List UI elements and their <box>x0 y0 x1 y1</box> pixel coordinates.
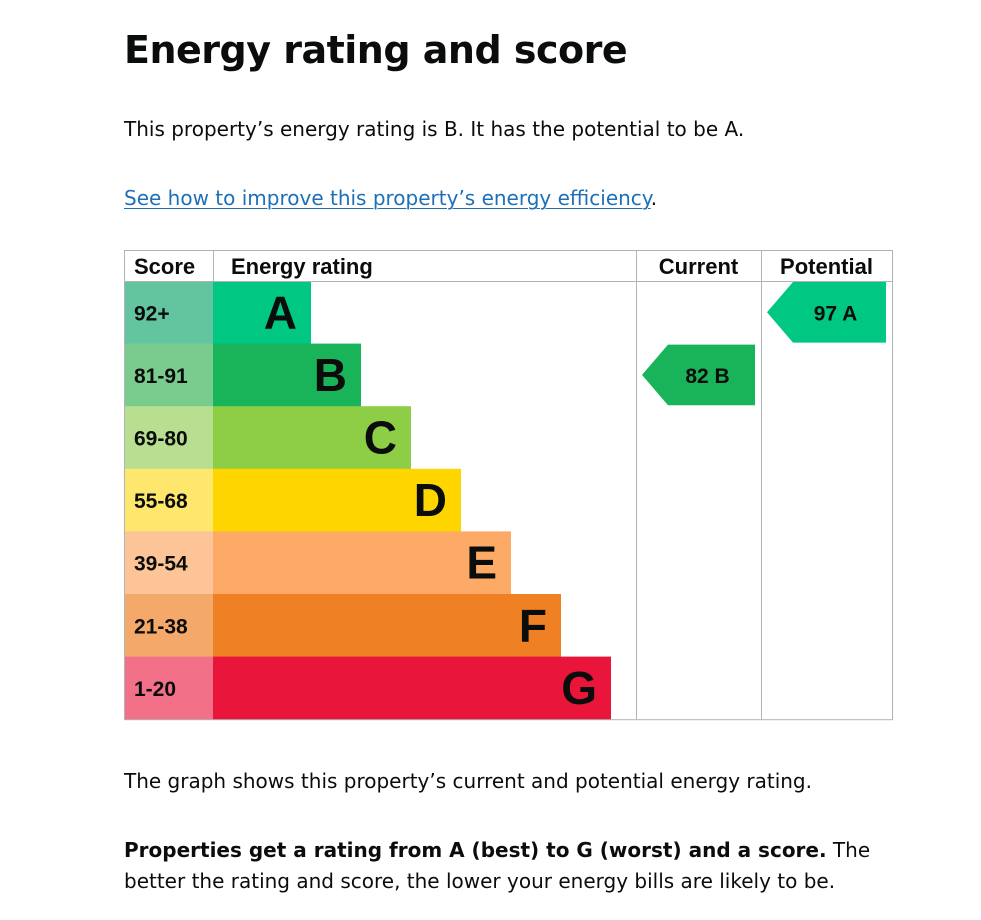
rating-bar-b <box>213 343 361 407</box>
rating-summary: Properties get a rating from A (best) to… <box>124 835 914 897</box>
rating-bar-d <box>213 468 461 532</box>
rating-summary-rest: The better the rating and score, the low… <box>124 838 871 893</box>
rating-bar-a <box>213 281 311 344</box>
rating-letter-d: D <box>414 474 447 526</box>
page-title: Energy rating and score <box>124 28 628 72</box>
rating-bar-g <box>213 656 611 720</box>
improve-link-suffix: . <box>650 186 658 210</box>
current-rating-arrow-label: 82 B <box>685 365 729 388</box>
rating-bar-f <box>213 594 561 657</box>
score-label-c: 69-80 <box>134 428 188 451</box>
chart-border <box>124 250 893 721</box>
score-cell-c <box>124 406 213 470</box>
rating-bar-e <box>213 531 511 595</box>
score-label-b: 81-91 <box>134 365 188 388</box>
rating-letter-e: E <box>466 537 497 589</box>
improve-paragraph: See how to improve this property’s energ… <box>124 183 657 213</box>
rating-letter-c: C <box>364 412 397 464</box>
header-score: Score <box>134 254 195 279</box>
score-cell-f <box>124 594 213 657</box>
current-rating-arrow <box>642 344 755 406</box>
rating-letter-g: G <box>561 662 597 714</box>
header-current: Current <box>659 254 739 279</box>
header-energy-rating: Energy rating <box>231 254 373 279</box>
score-cell-g <box>124 656 213 720</box>
chart-caption: The graph shows this property’s current … <box>124 769 812 793</box>
header-potential: Potential <box>780 254 873 279</box>
rating-bar-c <box>213 406 411 470</box>
score-cell-a <box>124 281 213 344</box>
score-cell-e <box>124 531 213 595</box>
energy-rating-chart: 92+ A 81-91 B 69-80 C 55-68 D 39-54 E 21-38 F 1-20 G S… <box>124 250 893 721</box>
score-label-g: 1-20 <box>134 678 176 701</box>
rating-summary-bold: Properties get a rating from A (best) to… <box>124 838 827 862</box>
improve-efficiency-link[interactable]: See how to improve this property’s energ… <box>124 186 651 210</box>
score-label-e: 39-54 <box>134 553 188 576</box>
potential-rating-arrow <box>767 282 886 343</box>
score-cell-d <box>124 468 213 532</box>
rating-letter-f: F <box>519 599 547 651</box>
score-cell-b <box>124 343 213 407</box>
score-label-f: 21-38 <box>134 615 188 638</box>
score-label-a: 92+ <box>134 302 170 325</box>
rating-intro-text: This property’s energy rating is B. It h… <box>124 117 745 141</box>
rating-letter-b: B <box>314 349 347 401</box>
rating-letter-a: A <box>264 286 297 338</box>
potential-rating-arrow-label: 97 A <box>814 302 858 325</box>
score-label-d: 55-68 <box>134 490 188 513</box>
